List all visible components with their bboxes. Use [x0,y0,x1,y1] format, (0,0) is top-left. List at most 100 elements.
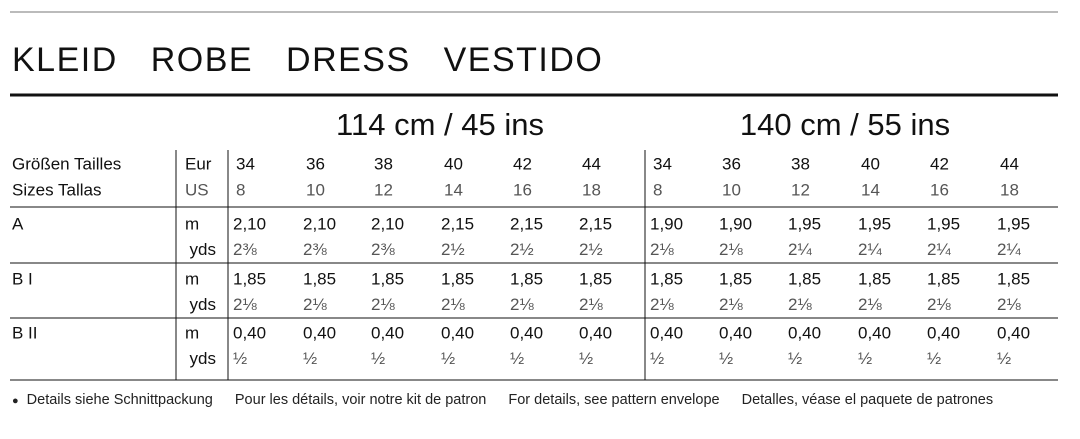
cell: 1,95 [997,214,1030,233]
cell: 2,15 [579,214,612,233]
cell: 2½ [510,240,534,259]
cell: ½ [371,349,385,368]
cell: ½ [233,349,247,368]
cell: 2⅛ [719,295,743,314]
footnote-text: For details, see pattern envelope [508,392,720,408]
cell: 0,40 [579,323,612,342]
cell: 1,95 [927,214,960,233]
size: 8 [236,180,245,199]
cell: 0,40 [303,323,336,342]
cell: 2,10 [233,214,266,233]
size: 44 [1000,154,1019,173]
cell: 2,15 [441,214,474,233]
footnote: ● Details siehe Schnittpackung Pour les d… [12,389,1012,412]
cell: 1,85 [579,269,612,288]
size: 10 [722,180,741,199]
size: 14 [861,180,880,199]
size: 14 [444,180,463,199]
cell: ½ [650,349,664,368]
cell: ½ [858,349,872,368]
cell: 2⅛ [650,295,674,314]
cell: 1,85 [719,269,752,288]
width-header: 114 cm / 45 ins [336,107,544,142]
title: KLEID ROBE DRESS VESTIDO [12,41,603,79]
cell: ½ [927,349,941,368]
size: 10 [306,180,325,199]
cell: 2⅜ [233,240,257,259]
width-header: 140 cm / 55 ins [740,107,950,142]
cell: 0,40 [858,323,891,342]
cell: 1,95 [858,214,891,233]
cell: 1,90 [650,214,683,233]
size: 38 [374,154,393,173]
unit: m [185,323,199,342]
cell: 2⅛ [303,295,327,314]
size-system: US [185,180,209,199]
cell: 1,85 [510,269,543,288]
cell: 1,85 [788,269,821,288]
size: 36 [722,154,741,173]
cell: 2⅛ [858,295,882,314]
size: 12 [374,180,393,199]
cell: ½ [788,349,802,368]
size-label: Größen Tailles [12,154,121,173]
cell: ½ [719,349,733,368]
cell: 2,15 [510,214,543,233]
cell: 2⅜ [371,240,395,259]
cell: ½ [579,349,593,368]
cell: 2⅛ [371,295,395,314]
footnote-text: Details siehe Schnittpackung [26,392,213,408]
cell: 2¼ [788,240,812,259]
cell: 2⅛ [650,240,674,259]
cell: 0,40 [788,323,821,342]
cell: 2⅛ [510,295,534,314]
cell: 0,40 [927,323,960,342]
unit: m [185,269,199,288]
unit: m [185,214,199,233]
cell: 2⅛ [788,295,812,314]
cell: 1,90 [719,214,752,233]
row-label: A [12,214,24,233]
cell: 2¼ [858,240,882,259]
cell: 2½ [441,240,465,259]
size: 34 [653,154,672,173]
size: 40 [444,154,463,173]
unit: yds [190,349,216,368]
cell: 0,40 [510,323,543,342]
size: 34 [236,154,255,173]
cell: 2⅛ [579,295,603,314]
cell: 2⅛ [719,240,743,259]
cell: 2,10 [371,214,404,233]
bullet: ● [12,395,19,407]
cell: 1,85 [233,269,266,288]
row-label: B I [12,269,33,288]
cell: 1,85 [303,269,336,288]
cell: 2⅛ [233,295,257,314]
sheet: KLEID ROBE DRESS VESTIDO 114 cm / 45 ins… [10,11,1058,381]
cell: 1,85 [858,269,891,288]
cell: 2,10 [303,214,336,233]
size: 44 [582,154,601,173]
row-label: B II [12,323,38,342]
cell: 2⅛ [927,295,951,314]
cell: ½ [303,349,317,368]
cell: 1,85 [441,269,474,288]
size: 8 [653,180,662,199]
cell: 0,40 [371,323,404,342]
size-label: Sizes Tallas [12,180,101,199]
size: 16 [513,180,532,199]
size: 18 [1000,180,1019,199]
footnote-text: Detalles, véase el paquete de patrones [741,392,994,408]
size: 42 [513,154,532,173]
cell: 1,85 [650,269,683,288]
cell: ½ [441,349,455,368]
footnote-text: Pour les détails, voir notre kit de patr… [234,392,487,408]
cell: ½ [997,349,1011,368]
size: 12 [791,180,810,199]
cell: 0,40 [233,323,266,342]
size: 36 [306,154,325,173]
cell: 0,40 [719,323,752,342]
cell: 2¼ [997,240,1021,259]
size: 18 [582,180,601,199]
